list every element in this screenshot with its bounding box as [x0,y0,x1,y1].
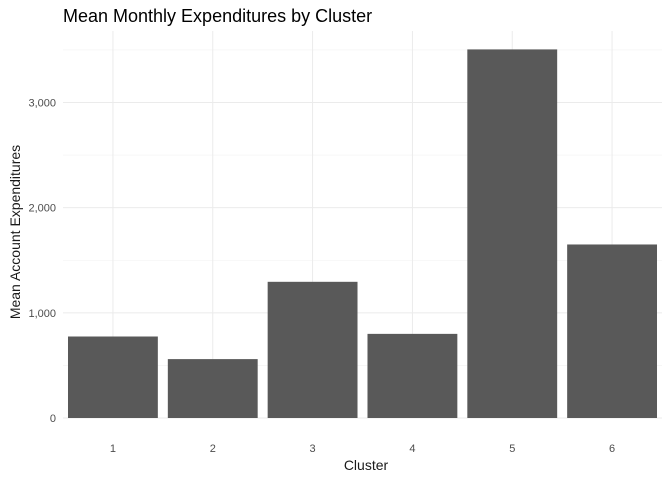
bar-cluster-4 [367,333,458,418]
x-tick-label-5: 5 [509,443,515,455]
x-axis-title: Cluster [344,457,389,473]
bars [67,49,658,418]
chart-title: Mean Monthly Expenditures by Cluster [63,6,372,26]
x-tick-label-2: 2 [210,443,216,455]
x-tick-label-3: 3 [310,443,316,455]
y-tick-label-0: 0 [50,413,56,425]
x-axis-ticks: 1 2 3 4 5 6 [110,443,615,455]
y-tick-label-3: 3,000 [28,98,56,110]
x-tick-label-6: 6 [609,443,615,455]
y-tick-label-1: 1,000 [28,308,56,320]
bar-cluster-3 [267,281,358,418]
bar-cluster-2 [167,359,258,418]
bar-cluster-6 [567,244,658,418]
y-tick-label-2: 2,000 [28,203,56,215]
x-tick-label-1: 1 [110,443,116,455]
y-axis-ticks: 0 1,000 2,000 3,000 [28,98,56,425]
y-axis-title: Mean Account Expenditures [7,145,23,319]
bar-cluster-1 [67,336,158,418]
bar-cluster-5 [467,49,558,418]
x-tick-label-4: 4 [409,443,415,455]
